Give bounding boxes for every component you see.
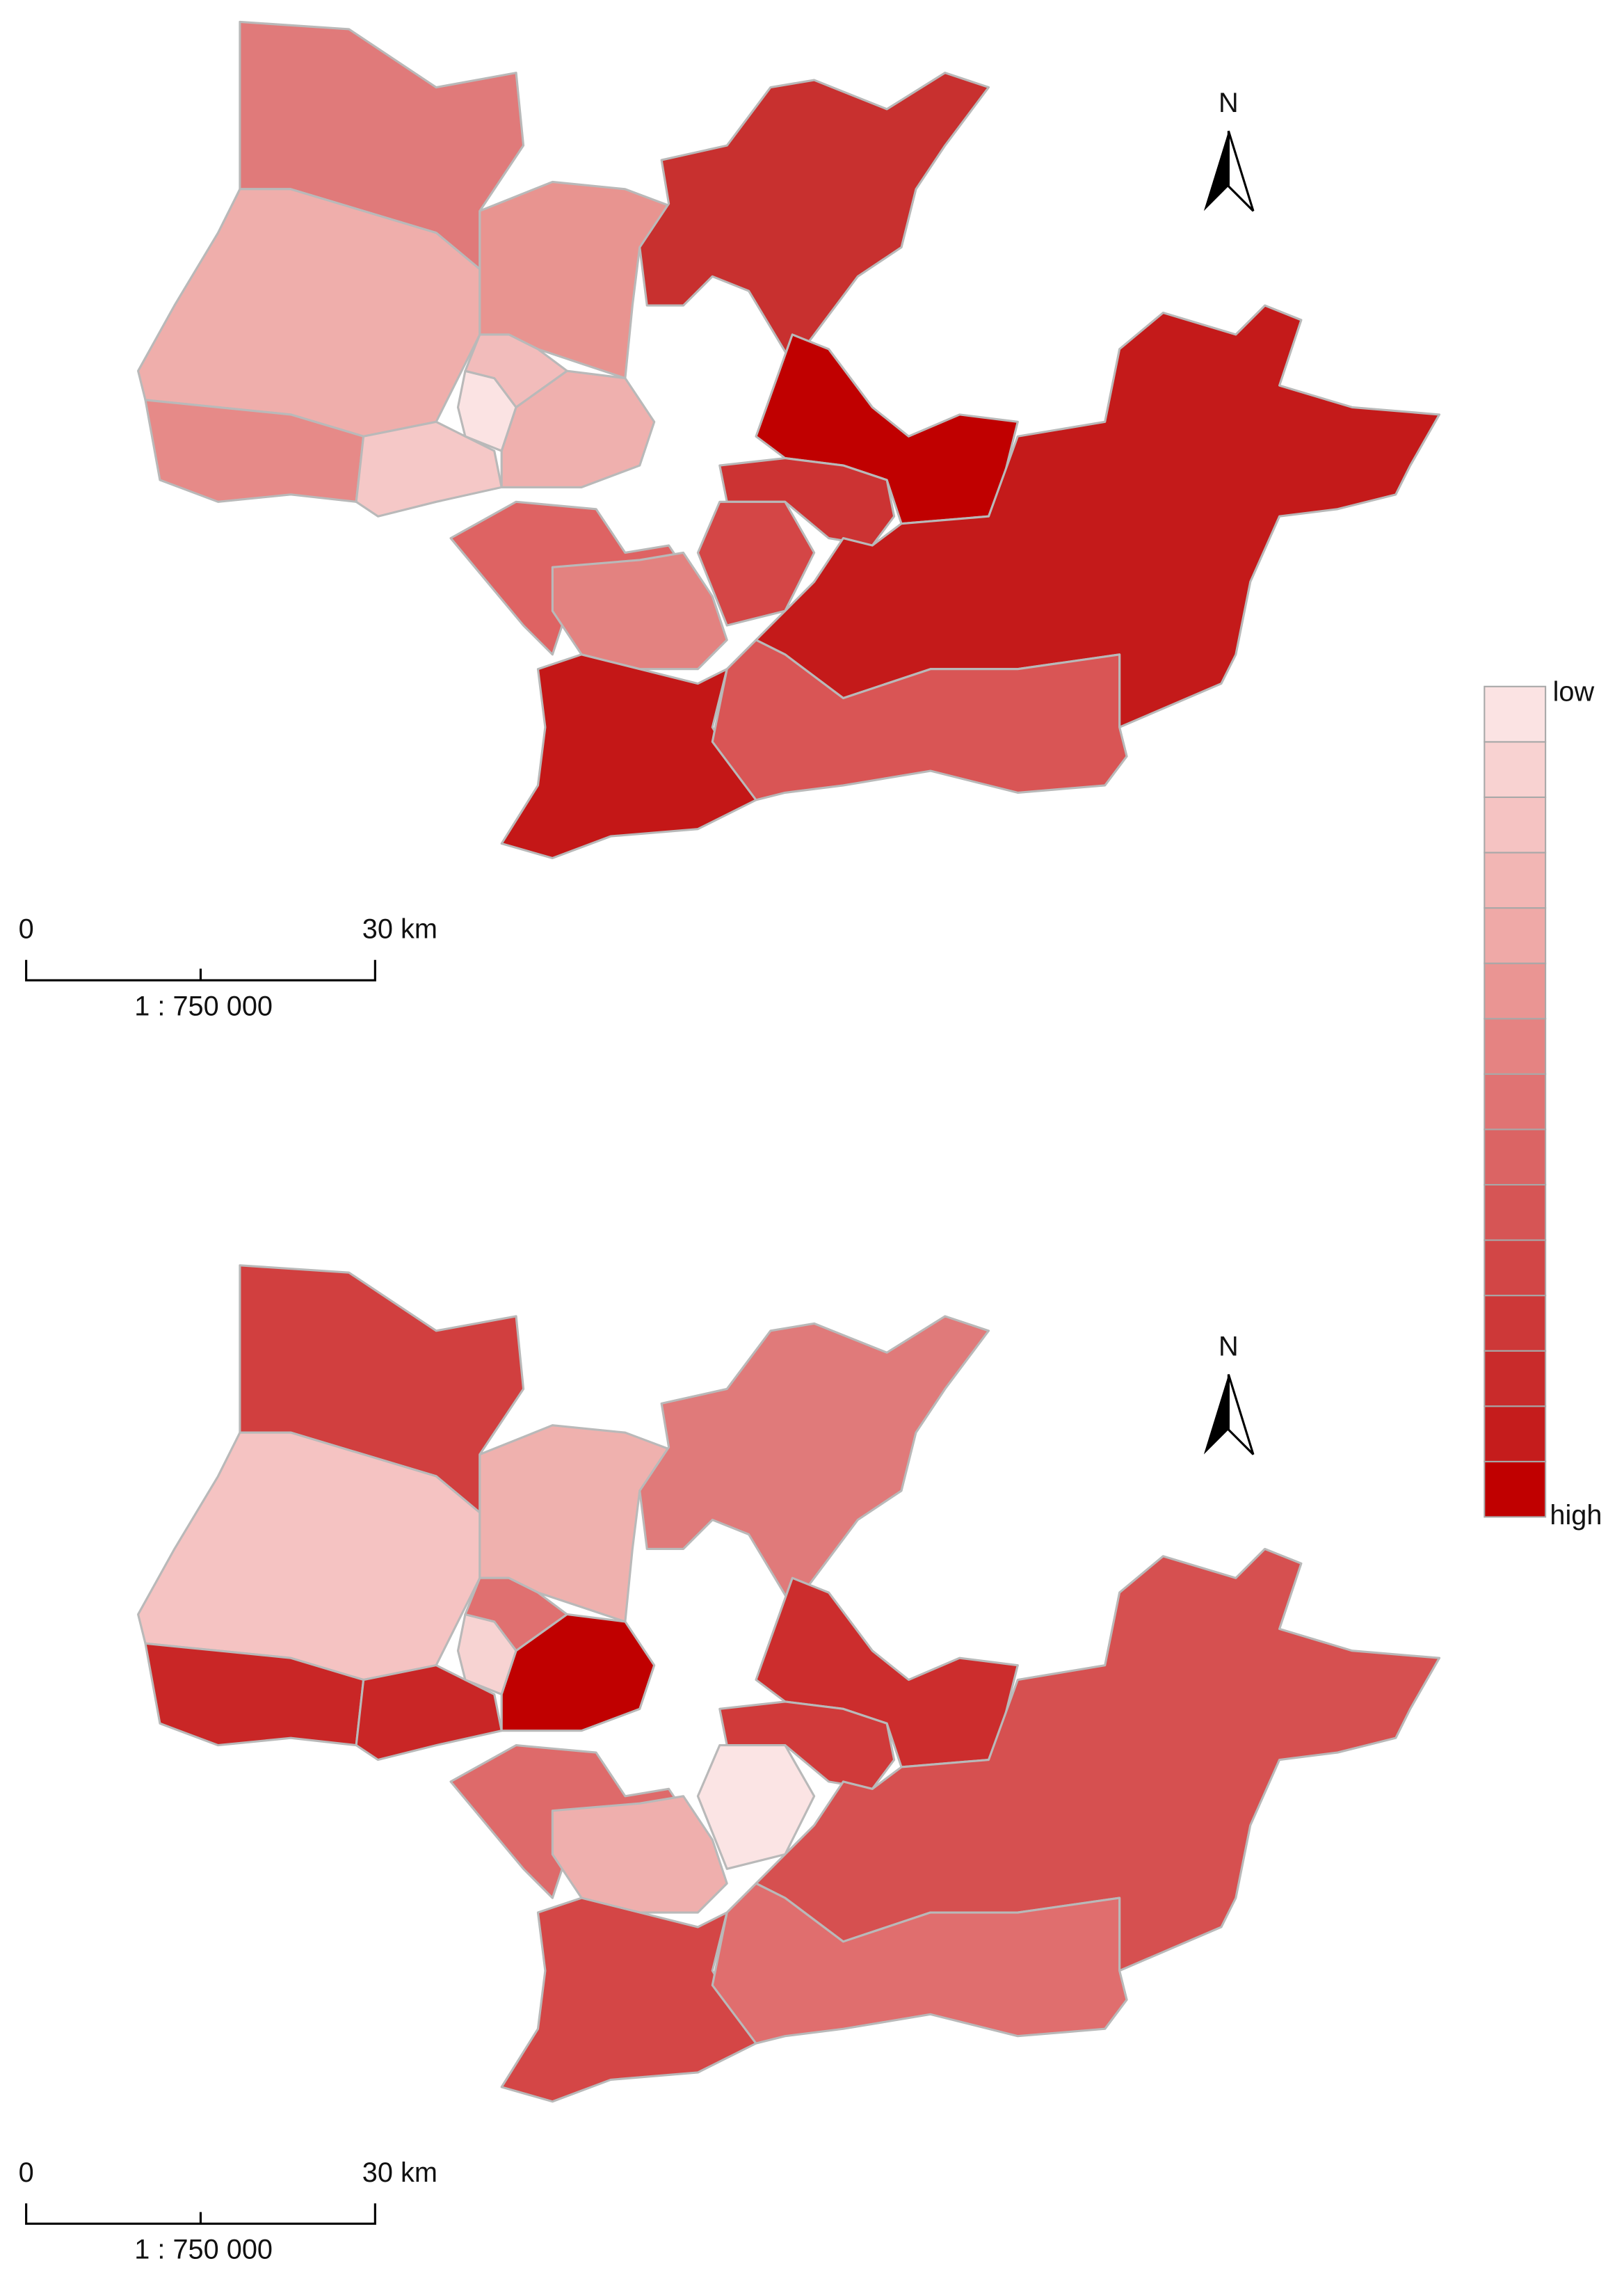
legend-swatch — [1484, 1405, 1547, 1462]
north-arrow — [1203, 1374, 1255, 1455]
legend-swatch — [1484, 907, 1547, 964]
region — [500, 1896, 757, 2103]
region — [638, 72, 990, 365]
region — [638, 1315, 990, 1608]
legend-swatch — [1484, 1350, 1547, 1407]
legend: low high — [1484, 677, 1602, 1531]
scale-start: 0 — [19, 2157, 34, 2188]
north-label: N — [1219, 1331, 1239, 1361]
legend-swatch — [1484, 1460, 1547, 1518]
legend-swatch — [1484, 796, 1547, 854]
north-label: N — [1219, 88, 1239, 118]
legend-swatch — [1484, 1295, 1547, 1352]
map: N 0 30 km 1 : 750 000 — [19, 1264, 1441, 2265]
scale-ratio: 1 : 750 000 — [134, 2235, 273, 2265]
legend-low: low — [1553, 677, 1595, 708]
legend-swatch — [1484, 741, 1547, 798]
legend-swatch — [1484, 1018, 1547, 1075]
legend-swatch — [1484, 962, 1547, 1020]
legend-high: high — [1550, 1500, 1602, 1531]
region — [500, 653, 757, 860]
region — [551, 551, 728, 671]
north-arrow — [1203, 130, 1255, 212]
scale-bar — [25, 959, 376, 982]
scale-end: 30 km — [362, 913, 437, 944]
region — [551, 1795, 728, 1914]
map: N 0 30 km 1 : 750 000 — [19, 20, 1441, 1021]
legend-swatch — [1484, 1073, 1547, 1131]
scale-ratio: 1 : 750 000 — [134, 991, 273, 1021]
scale-end: 30 km — [362, 2157, 437, 2188]
scale-bar — [25, 2203, 376, 2225]
legend-swatch — [1484, 1128, 1547, 1186]
legend-swatch — [1484, 685, 1547, 743]
legend-swatch — [1484, 852, 1547, 909]
legend-swatch — [1484, 1239, 1547, 1297]
scale-start: 0 — [19, 913, 34, 944]
legend-swatch — [1484, 1183, 1547, 1241]
